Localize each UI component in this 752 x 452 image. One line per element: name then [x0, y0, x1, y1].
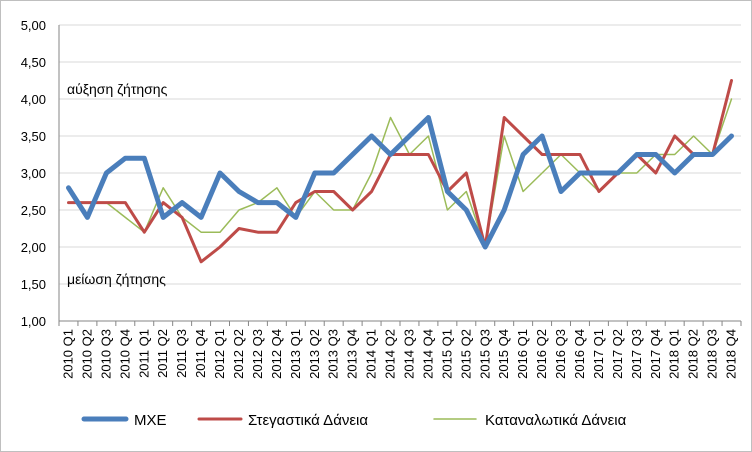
y-tick-label: 3,50 [21, 129, 46, 144]
x-tick-label: 2012 Q2 [231, 329, 246, 379]
x-tick-label: 2014 Q2 [383, 329, 398, 379]
x-tick-label: 2016 Q2 [534, 329, 549, 379]
x-tick-label: 2011 Q2 [155, 329, 170, 378]
y-tick-label: 2,00 [21, 240, 46, 255]
x-tick-label: 2013 Q2 [307, 329, 322, 379]
y-tick-label: 2,50 [21, 203, 46, 218]
x-tick-label: 2014 Q1 [364, 329, 379, 379]
x-tick-label: 2013 Q1 [288, 329, 303, 379]
legend-label-1: Στεγαστικά Δάνεια [248, 412, 368, 429]
x-tick-label: 2018 Q3 [705, 329, 720, 379]
annotation-demand-decrease: μείωση ζήτησης [67, 271, 166, 287]
legend-label-0: ΜΧΕ [134, 412, 167, 429]
y-tick-label: 4,00 [21, 92, 46, 107]
x-tick-label: 2010 Q1 [60, 329, 75, 379]
x-tick-label: 2018 Q2 [686, 329, 701, 379]
y-axis-tick-labels: 1,00 1,50 2,00 2,50 3,00 3,50 4,00 4,50 5,00 [21, 18, 46, 329]
x-tick-label: 2014 Q4 [420, 329, 435, 379]
y-tick-label: 4,50 [21, 55, 46, 70]
y-tick-label: 5,00 [21, 18, 46, 33]
legend-label-2: Καταναλωτικά Δάνεια [485, 412, 627, 429]
x-tick-label: 2018 Q4 [724, 329, 739, 379]
legend: ΜΧΕ Στεγαστικά Δάνεια Καταναλωτικά Δάνεια [81, 412, 627, 429]
x-tick-label: 2011 Q4 [193, 329, 208, 378]
x-tick-label: 2013 Q3 [326, 329, 341, 379]
y-tick-label: 1,00 [21, 314, 46, 329]
x-tick-label: 2011 Q1 [136, 329, 151, 378]
x-tick-label: 2012 Q1 [212, 329, 227, 379]
y-tick-label: 3,00 [21, 166, 46, 181]
series-lines [66, 79, 734, 264]
x-axis-tick-labels: 2010 Q1 2010 Q2 2010 Q3 2010 Q4 2011 Q1 2011 … [60, 329, 738, 379]
x-tick-label: 2017 Q1 [591, 329, 606, 379]
x-tick-label: 2014 Q3 [401, 329, 416, 379]
x-tick-label: 2013 Q4 [345, 329, 360, 379]
series-line-1 [67, 79, 733, 264]
x-tick-label: 2011 Q3 [174, 329, 189, 378]
x-tick-label: 2016 Q3 [553, 329, 568, 379]
x-tick-label: 2015 Q1 [439, 329, 454, 379]
x-tick-label: 2012 Q3 [250, 329, 265, 379]
x-tick-label: 2010 Q3 [98, 329, 113, 379]
x-tick-label: 2012 Q4 [269, 329, 284, 379]
x-tick-label: 2010 Q2 [79, 329, 94, 379]
x-tick-label: 2018 Q1 [667, 329, 682, 379]
x-tick-label: 2017 Q4 [648, 329, 663, 379]
x-tick-label: 2017 Q2 [610, 329, 625, 379]
x-tick-label: 2015 Q2 [458, 329, 473, 379]
x-tick-label: 2010 Q4 [117, 329, 132, 379]
x-tick-label: 2016 Q1 [515, 329, 530, 379]
x-tick-label: 2016 Q4 [572, 329, 587, 379]
x-tick-label: 2015 Q4 [496, 329, 511, 379]
series-line-0 [66, 115, 734, 250]
x-tick-label: 2015 Q3 [477, 329, 492, 379]
x-tick-label: 2017 Q3 [629, 329, 644, 379]
y-tick-label: 1,50 [21, 277, 46, 292]
annotation-demand-increase: αύξηση ζήτησης [67, 81, 168, 97]
